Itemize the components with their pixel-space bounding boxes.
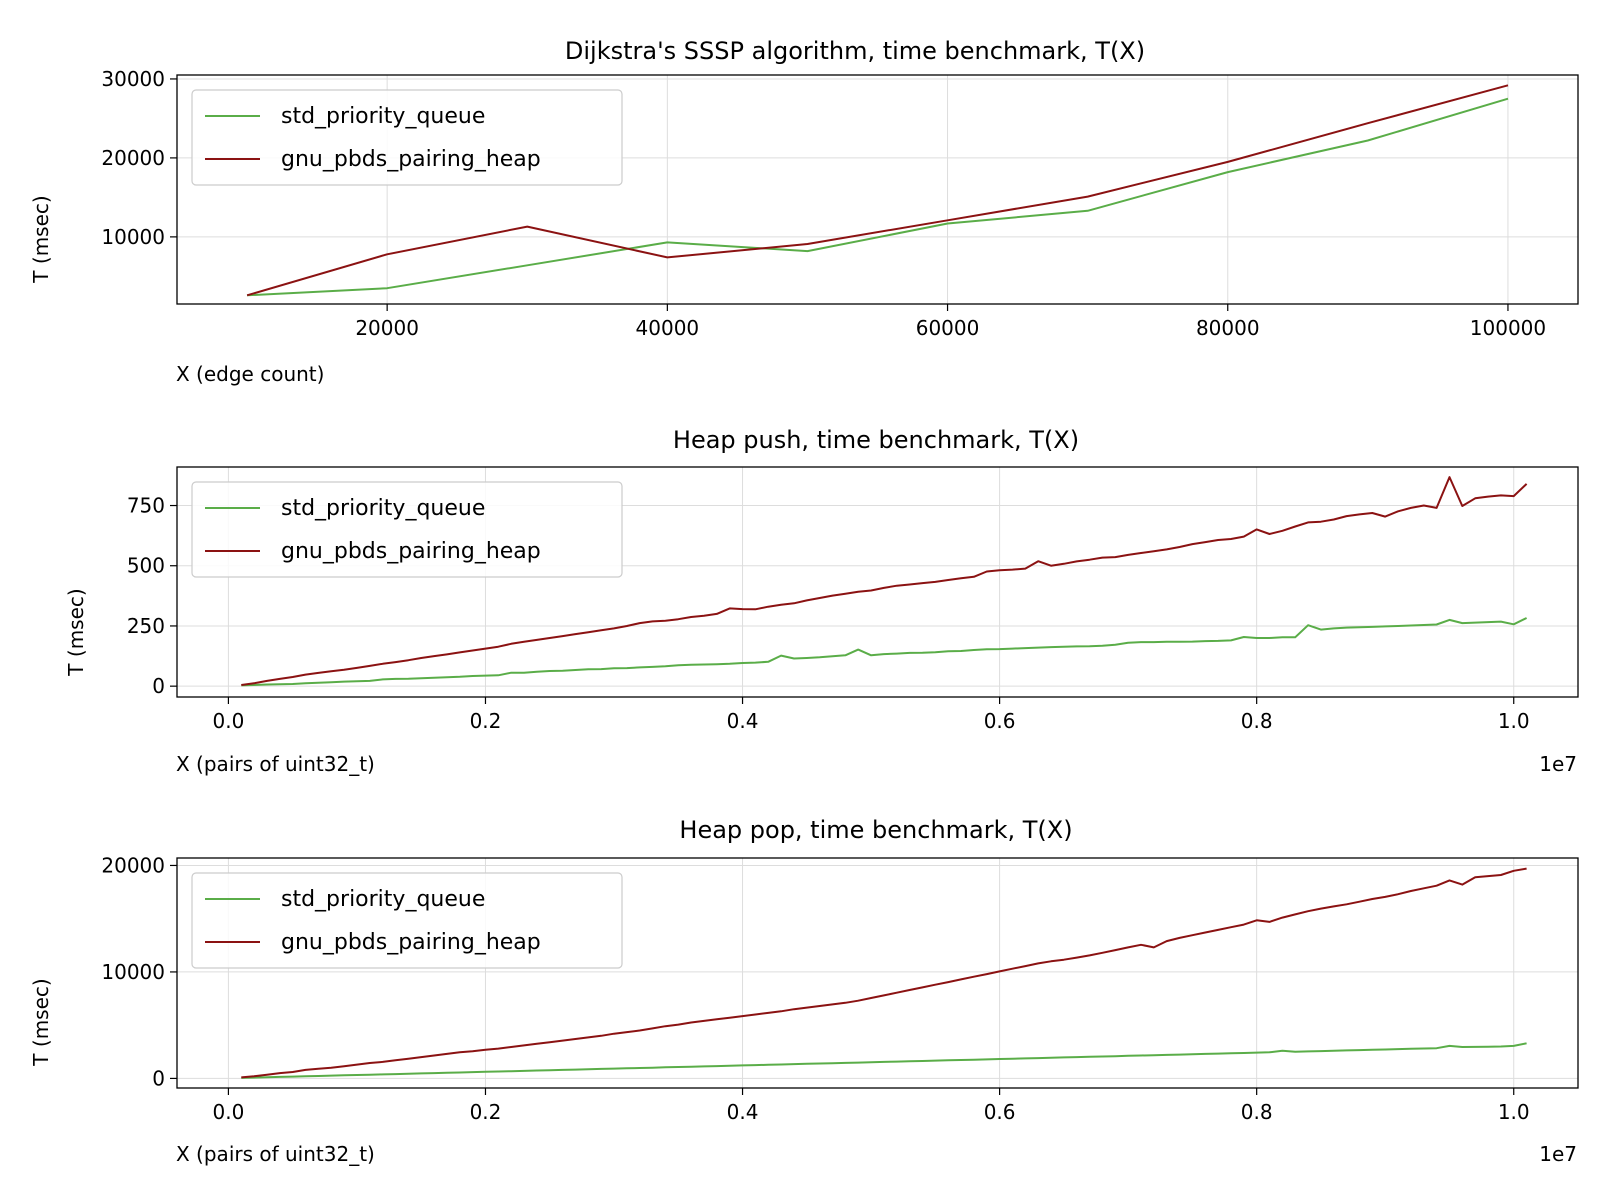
y-tick-label: 0: [152, 1066, 165, 1090]
series-line-std_priority_queue: [241, 617, 1528, 687]
x-axis-label: X (pairs of uint32_t): [176, 752, 375, 776]
subplot-dijkstra: Dijkstra's SSSP algorithm, time benchmar…: [29, 37, 1579, 386]
subplot-heap-push: Heap push, time benchmark, T(X) 0.0 0.2 0.…: [64, 426, 1579, 776]
x-tick-label: 0.6: [984, 1100, 1016, 1124]
x-tick-label: 0.2: [470, 1100, 502, 1124]
x-axis-offset-label: 1e7: [1539, 752, 1577, 776]
chart-title: Dijkstra's SSSP algorithm, time benchmar…: [565, 37, 1145, 65]
x-tick-label: 0.8: [1241, 709, 1273, 733]
legend-label: std_priority_queue: [281, 496, 485, 521]
y-tick-label: 20000: [101, 146, 165, 170]
y-tick-label: 10000: [101, 960, 165, 984]
series-line-std_priority_queue: [241, 1042, 1527, 1079]
legend-label: gnu_pbds_pairing_heap: [281, 930, 541, 955]
axes-frame: [176, 857, 1579, 1089]
y-tick-label: 30000: [101, 67, 165, 91]
plot-area: 0.0 0.2 0.4 0.6 0.8 1.0 0 250 500 750 std_priority…: [127, 466, 1579, 733]
x-tick-label: 0.0: [213, 1100, 245, 1124]
subplot-heap-pop: Heap pop, time benchmark, T(X) 0.0 0.2 0.4…: [29, 816, 1579, 1166]
legend-label: std_priority_queue: [281, 104, 485, 129]
x-axis-label: X (pairs of uint32_t): [176, 1142, 375, 1166]
y-axis-label: T (msec): [29, 195, 53, 283]
y-tick-label: 500: [127, 554, 165, 578]
y-tick-label: 750: [127, 494, 165, 518]
axes-frame: [176, 466, 1579, 698]
legend-label: std_priority_queue: [281, 887, 485, 912]
x-tick-label: 0.4: [727, 709, 759, 733]
x-tick-label: 0.6: [984, 709, 1016, 733]
y-tick-label: 250: [127, 614, 165, 638]
x-tick-label: 0.8: [1241, 1100, 1273, 1124]
series-line-gnu_pbds_pairing_heap: [246, 84, 1509, 297]
series-line-std_priority_queue: [247, 97, 1509, 297]
y-tick-label: 20000: [101, 853, 165, 877]
legend-box: [191, 872, 623, 969]
plot-area: 0.0 0.2 0.4 0.6 0.8 1.0 0 10000 20000 std_priorit…: [101, 853, 1579, 1124]
legend-box: [191, 89, 623, 186]
legend-label: gnu_pbds_pairing_heap: [281, 147, 541, 172]
x-tick-label: 0.0: [213, 709, 245, 733]
x-tick-label: 20000: [355, 316, 419, 340]
legend-box: [191, 481, 623, 578]
x-tick-label: 0.2: [470, 709, 502, 733]
axes-frame: [176, 74, 1579, 305]
x-tick-label: 100000: [1470, 316, 1546, 340]
y-tick-label: 10000: [101, 225, 165, 249]
y-tick-label: 0: [152, 674, 165, 698]
y-axis-label: T (msec): [29, 978, 53, 1066]
x-axis-label: X (edge count): [176, 362, 324, 386]
y-axis-label: T (msec): [64, 588, 88, 676]
legend-label: gnu_pbds_pairing_heap: [281, 539, 541, 564]
x-tick-label: 0.4: [727, 1100, 759, 1124]
chart-title: Heap push, time benchmark, T(X): [673, 426, 1079, 454]
x-tick-label: 60000: [916, 316, 980, 340]
x-tick-label: 80000: [1196, 316, 1260, 340]
series-line-gnu_pbds_pairing_heap: [241, 476, 1528, 686]
series-line-gnu_pbds_pairing_heap: [241, 867, 1527, 1079]
chart-title: Heap pop, time benchmark, T(X): [679, 816, 1072, 844]
x-tick-label: 1.0: [1498, 709, 1530, 733]
x-axis-offset-label: 1e7: [1539, 1142, 1577, 1166]
x-tick-label: 40000: [636, 316, 700, 340]
plot-area: 20000 40000 60000 80000 100000 10000 20000 3000…: [101, 67, 1579, 340]
x-tick-label: 1.0: [1498, 1100, 1530, 1124]
